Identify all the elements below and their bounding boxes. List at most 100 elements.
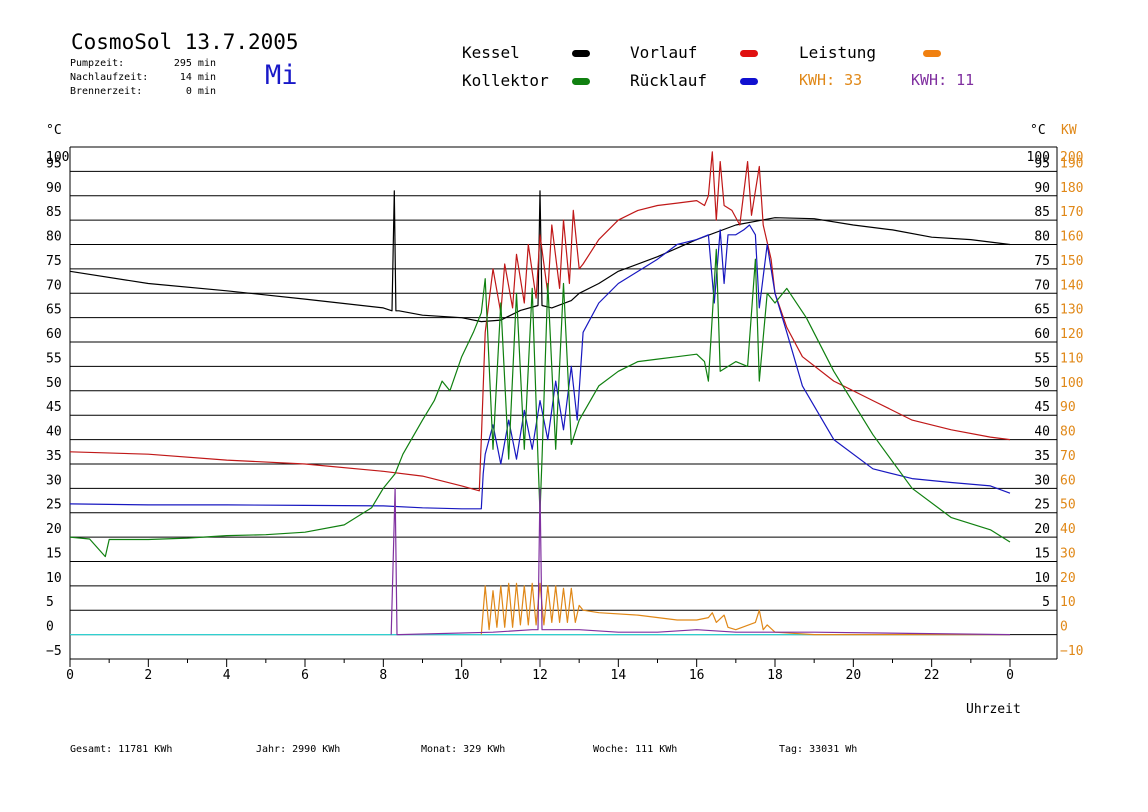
x-tick-label: 4 <box>223 668 231 683</box>
series-line-kessel <box>69 190 1011 323</box>
info-value: 0 min <box>185 86 216 97</box>
y2-tick-label: 150 <box>1060 254 1083 269</box>
y2-tick-label: 50 <box>1060 498 1076 513</box>
footer-value: 111 KWh <box>635 744 678 755</box>
kwh-orange: KWH: 33 <box>799 71 862 89</box>
y-tick-label-left: 65 <box>46 303 62 318</box>
chart-title: CosmoSol 13.7.2005 <box>71 30 299 54</box>
y2-tick-label: 10 <box>1060 595 1076 610</box>
y-tick-label-right: 10 <box>1034 571 1050 586</box>
kwh-orange-value: 33 <box>844 71 863 89</box>
x-tick-label: 18 <box>767 668 783 683</box>
left-axis-unit: °C <box>46 123 62 138</box>
y-tick-label-right: 95 <box>1034 156 1050 171</box>
y-tick-label-right: 70 <box>1034 278 1050 293</box>
x-tick-label: 0 <box>66 668 74 683</box>
y-tick-label-right: 75 <box>1034 254 1050 269</box>
y-tick-label-left: 85 <box>46 205 62 220</box>
footer-label: Woche: <box>593 744 630 755</box>
y2-tick-label: 40 <box>1060 522 1076 537</box>
y-tick-label-left: 95 <box>46 156 62 171</box>
x-tick-label: 16 <box>689 668 705 683</box>
y-tick-label-right: 90 <box>1034 181 1050 196</box>
legend-swatch-kessel <box>572 50 590 57</box>
y-tick-label-left: 20 <box>46 522 62 537</box>
y-tick-label-left: 70 <box>46 278 62 293</box>
y-tick-label-left: 10 <box>46 571 62 586</box>
y2-tick-label: 70 <box>1060 449 1076 464</box>
legend-label-kollektor: Kollektor <box>462 71 549 90</box>
y2-tick-label: 0 <box>1060 620 1068 635</box>
footer-value: 11781 KWh <box>118 744 173 755</box>
footer-label: Jahr: <box>256 744 287 755</box>
right-axis-unit-celsius: °C <box>1030 123 1046 138</box>
footer-monat: Monat: 329 KWh <box>421 744 505 755</box>
y-tick-label-right: 60 <box>1034 327 1050 342</box>
y-tick-label-left: 25 <box>46 498 62 513</box>
info-value: 295 min <box>173 58 216 69</box>
weekday-label: Mi <box>265 60 298 91</box>
info-row-brennerzeit: Brennerzeit: 0 min <box>70 86 216 97</box>
y-tick-label-left: 15 <box>46 546 62 561</box>
legend-swatch-ruecklauf <box>740 78 758 85</box>
legend-swatch-leistung <box>923 50 941 57</box>
y-tick-label-left: 40 <box>46 425 62 440</box>
kwh-orange-label: KWH: <box>799 71 836 89</box>
footer-label: Tag: <box>779 744 804 755</box>
x-tick-label: 20 <box>846 668 862 683</box>
y-tick-label-right: 55 <box>1034 351 1050 366</box>
y-tick-label-right: 30 <box>1034 473 1050 488</box>
footer-tag: Tag: 33031 Wh <box>779 744 857 755</box>
y-tick-label-right: 85 <box>1034 205 1050 220</box>
y-tick-label-left: −5 <box>46 644 62 659</box>
y-tick-label-right: 50 <box>1034 376 1050 391</box>
y2-tick-label: 170 <box>1060 205 1083 220</box>
y-tick-label-right: 40 <box>1034 425 1050 440</box>
footer-woche: Woche: 111 KWh <box>593 744 677 755</box>
y-tick-label-left: 0 <box>46 620 54 635</box>
y-tick-label-left: 50 <box>46 376 62 391</box>
y2-tick-label: 200 <box>1060 150 1083 165</box>
y-tick-label-right: 20 <box>1034 522 1050 537</box>
y-tick-label-right: 65 <box>1034 303 1050 318</box>
kwh-purple-value: 11 <box>956 71 975 89</box>
y-tick-label-right: 5 <box>1042 595 1050 610</box>
y2-tick-label: 110 <box>1060 351 1083 366</box>
y2-tick-label: 160 <box>1060 230 1083 245</box>
y2-tick-label: 100 <box>1060 376 1083 391</box>
y-tick-label-right: 35 <box>1034 449 1050 464</box>
right-axis-unit-kw: KW <box>1061 123 1077 138</box>
x-tick-label: 6 <box>301 668 309 683</box>
y2-tick-label: 60 <box>1060 473 1076 488</box>
x-tick-label: 22 <box>924 668 940 683</box>
legend-label-leistung: Leistung <box>799 43 877 62</box>
y-tick-label-left: 100 <box>46 150 69 165</box>
y2-tick-label: 130 <box>1060 303 1083 318</box>
legend-label-ruecklauf: Rücklauf <box>630 71 708 90</box>
footer-value: 2990 KWh <box>292 744 341 755</box>
y-tick-label-right: 80 <box>1034 230 1050 245</box>
info-label: Nachlaufzeit: <box>70 72 149 83</box>
footer-label: Monat: <box>421 744 458 755</box>
y2-tick-label: 120 <box>1060 327 1083 342</box>
x-tick-label: 12 <box>532 668 548 683</box>
legend-swatch-vorlauf <box>740 50 758 57</box>
y2-tick-label: 180 <box>1060 181 1083 196</box>
x-tick-label: 2 <box>144 668 152 683</box>
info-value: 14 min <box>179 72 216 83</box>
y-tick-label-right: 45 <box>1034 400 1050 415</box>
x-tick-label: 14 <box>611 668 627 683</box>
y2-tick-label: 80 <box>1060 425 1076 440</box>
kwh-purple-label: KWH: <box>911 71 948 89</box>
legend-label-vorlauf: Vorlauf <box>630 43 698 62</box>
y-tick-label-right: 15 <box>1034 546 1050 561</box>
info-row-nachlaufzeit: Nachlaufzeit: 14 min <box>70 72 216 83</box>
y-tick-label-left: 35 <box>46 449 62 464</box>
info-label: Pumpzeit: <box>70 58 125 69</box>
y-tick-label-right: 100 <box>1027 150 1050 165</box>
x-tick-label: 10 <box>454 668 470 683</box>
y2-tick-label: 20 <box>1060 571 1076 586</box>
y2-tick-label: −10 <box>1060 644 1083 659</box>
y2-tick-label: 90 <box>1060 400 1076 415</box>
